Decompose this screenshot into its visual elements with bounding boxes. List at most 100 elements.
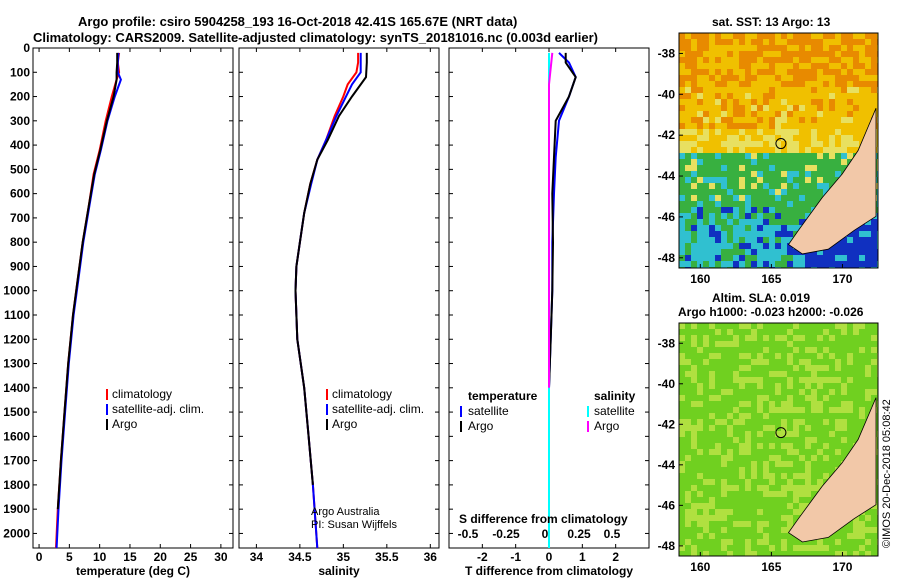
map-cell xyxy=(859,395,865,401)
map-cell xyxy=(697,171,703,177)
map-cell xyxy=(715,231,721,237)
map-cell xyxy=(751,521,757,527)
map-cell xyxy=(745,359,751,365)
map-cell xyxy=(757,359,763,365)
map-cell xyxy=(793,57,799,63)
map-cell xyxy=(691,503,697,509)
map-cell xyxy=(787,503,793,509)
map-cell xyxy=(793,129,799,135)
map-cell xyxy=(751,437,757,443)
map-cell xyxy=(847,353,853,359)
map-cell xyxy=(775,249,781,255)
map-cell xyxy=(811,401,817,407)
map-cell xyxy=(751,479,757,485)
map-cell xyxy=(823,413,829,419)
map-cell xyxy=(853,111,859,117)
map-cell xyxy=(715,39,721,45)
map-cell xyxy=(787,359,793,365)
map-cell xyxy=(679,135,685,141)
map-cell xyxy=(709,129,715,135)
map-cell xyxy=(835,353,841,359)
map-cell xyxy=(721,33,727,39)
map-cell xyxy=(787,219,793,225)
map-cell xyxy=(763,87,769,93)
map-cell xyxy=(805,147,811,153)
map-cell xyxy=(871,323,877,329)
map-cell xyxy=(847,407,853,413)
map-cell xyxy=(865,551,871,556)
map-cell xyxy=(697,87,703,93)
map-cell xyxy=(685,425,691,431)
map-cell xyxy=(847,135,853,141)
map-cell xyxy=(685,455,691,461)
map-x-tick-label: 165 xyxy=(761,272,781,286)
map-cell xyxy=(685,141,691,147)
map-cell xyxy=(865,45,871,51)
map-cell xyxy=(697,497,703,503)
map-cell xyxy=(739,335,745,341)
map-cell xyxy=(769,521,775,527)
map-cell xyxy=(745,243,751,249)
map-cell xyxy=(727,153,733,159)
map-cell xyxy=(703,183,709,189)
map-cell xyxy=(679,509,685,515)
map-cell xyxy=(757,509,763,515)
map-cell xyxy=(775,159,781,165)
map-cell xyxy=(811,347,817,353)
map-cell xyxy=(817,153,823,159)
map-cell xyxy=(721,503,727,509)
map-cell xyxy=(865,249,871,255)
map-cell xyxy=(709,123,715,129)
map-cell xyxy=(805,545,811,551)
map-cell xyxy=(703,461,709,467)
map-cell xyxy=(745,491,751,497)
map-cell xyxy=(769,105,775,111)
map-cell xyxy=(781,171,787,177)
map-cell xyxy=(781,153,787,159)
diff-xlabel-top: S difference from climatology xyxy=(459,512,628,526)
map-cell xyxy=(775,123,781,129)
map-cell xyxy=(679,117,685,123)
map-cell xyxy=(745,347,751,353)
map-cell xyxy=(853,533,859,539)
map-cell xyxy=(745,141,751,147)
map-cell xyxy=(835,141,841,147)
map-cell xyxy=(763,45,769,51)
map-cell xyxy=(721,407,727,413)
map-cell xyxy=(739,99,745,105)
map-cell xyxy=(727,147,733,153)
map-cell xyxy=(715,177,721,183)
map-cell xyxy=(751,395,757,401)
map-cell xyxy=(781,183,787,189)
map-cell xyxy=(745,93,751,99)
depth-tick-label: 700 xyxy=(10,211,30,225)
map-cell xyxy=(739,147,745,153)
map-cell xyxy=(835,419,841,425)
map-cell xyxy=(769,177,775,183)
map-cell xyxy=(739,455,745,461)
map-cell xyxy=(793,413,799,419)
map-cell xyxy=(685,509,691,515)
map-cell xyxy=(781,407,787,413)
map-cell xyxy=(757,461,763,467)
map-cell xyxy=(847,237,853,243)
map-cell xyxy=(721,147,727,153)
map-cell xyxy=(793,81,799,87)
map-cell xyxy=(739,165,745,171)
map-cell xyxy=(835,329,841,335)
map-cell xyxy=(811,431,817,437)
map-cell xyxy=(793,461,799,467)
map-cell xyxy=(841,81,847,87)
map-cell xyxy=(853,33,859,39)
map-cell xyxy=(859,45,865,51)
map-cell xyxy=(811,389,817,395)
map-cell xyxy=(715,485,721,491)
map-cell xyxy=(745,533,751,539)
map-cell xyxy=(691,81,697,87)
map-cell xyxy=(859,419,865,425)
map-cell xyxy=(745,341,751,347)
map-cell xyxy=(829,33,835,39)
map-cell xyxy=(685,159,691,165)
map-cell xyxy=(805,207,811,213)
map-cell xyxy=(847,431,853,437)
